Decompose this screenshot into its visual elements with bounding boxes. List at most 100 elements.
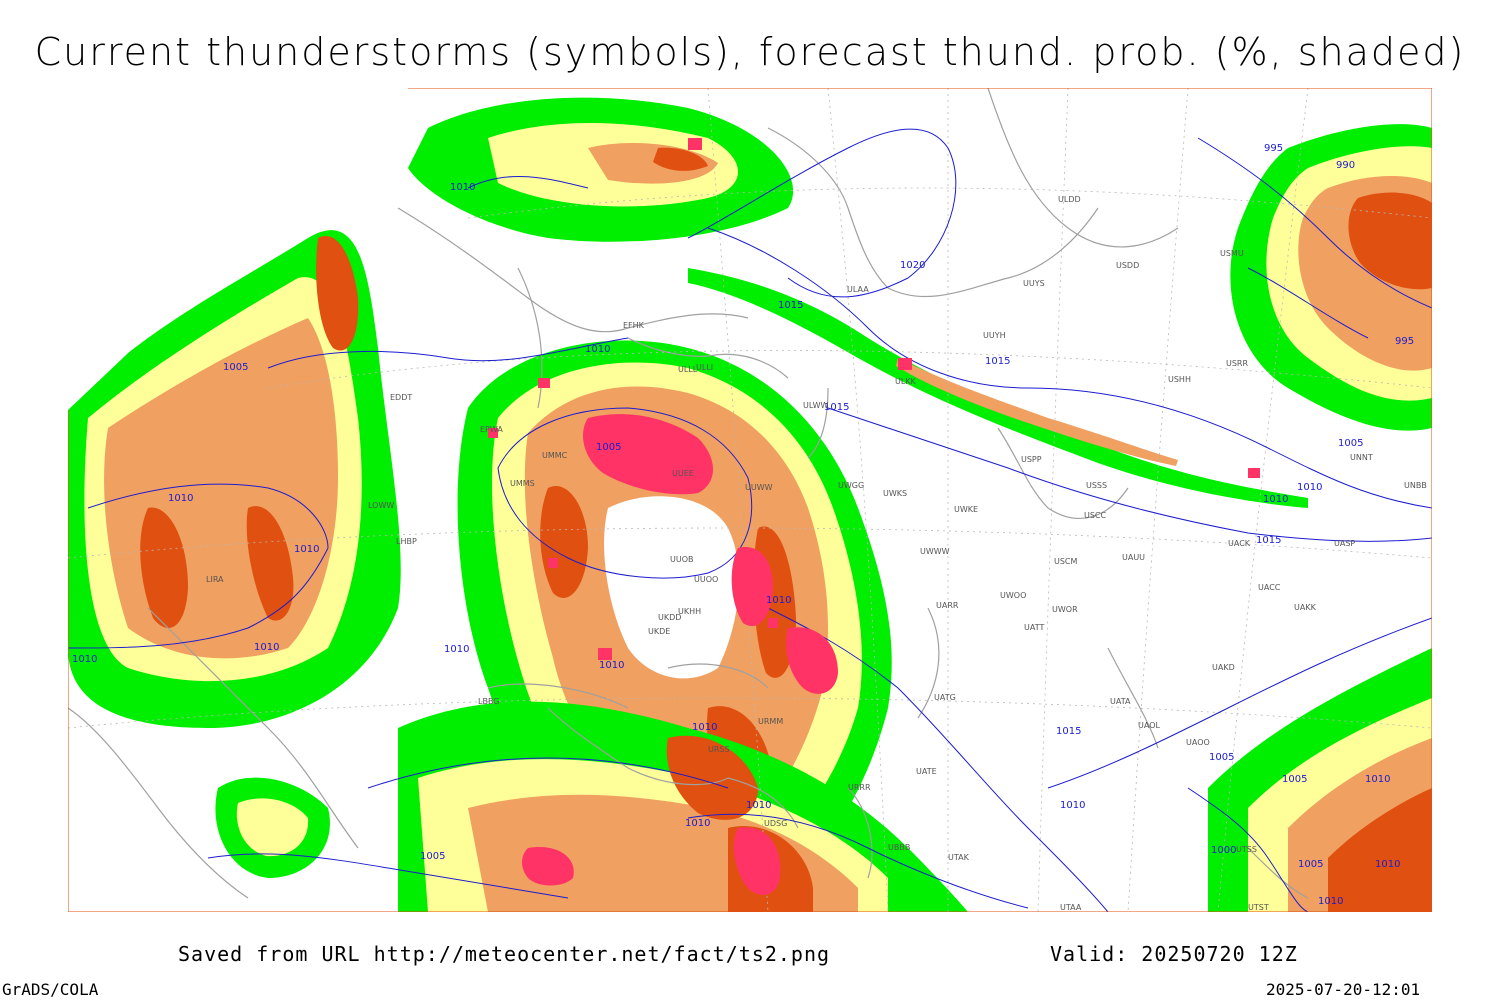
- station-label: UTST: [1248, 903, 1269, 912]
- station-label: UUOB: [670, 555, 694, 564]
- isobar-label: 1010: [1263, 494, 1288, 505]
- station-label: USCC: [1084, 511, 1107, 520]
- station-label: UUYH: [983, 331, 1006, 340]
- station-label: UWWW: [920, 547, 950, 556]
- station-label: UACC: [1258, 583, 1281, 592]
- isobar-label: 1015: [824, 402, 849, 413]
- storm-cluster-south-central: [731, 547, 773, 627]
- isobar-label: 1010: [444, 644, 469, 655]
- isobar-label: 1010: [692, 722, 717, 733]
- isobar-label: 995: [1264, 143, 1283, 154]
- station-label: URRR: [848, 783, 871, 792]
- isobar-labels: 995 990 995 1020 1015 1015 1015 1010 100…: [72, 143, 1414, 907]
- station-label: UASP: [1334, 539, 1355, 548]
- isobar-label: 1010: [1297, 482, 1322, 493]
- isobar-label: 1020: [900, 260, 925, 271]
- station-label: UATE: [916, 767, 937, 776]
- station-label: UAKK: [1294, 603, 1317, 612]
- storm-cluster-southeast: [733, 827, 781, 896]
- station-label: UMMS: [510, 479, 535, 488]
- station-label: USMU: [1220, 249, 1244, 258]
- station-label: ULKK: [895, 377, 917, 386]
- shading-region-siberia: [688, 268, 1308, 508]
- station-label: USCM: [1054, 557, 1078, 566]
- isobar-label: 1010: [1375, 859, 1400, 870]
- station-label: UTSS: [1236, 845, 1257, 854]
- isobar-label: 1015: [1056, 726, 1081, 737]
- isobar-label: 1010: [685, 818, 710, 829]
- isobar-label: 1010: [168, 493, 193, 504]
- isobar-label: 1005: [420, 851, 445, 862]
- isobar-label: 995: [1395, 336, 1414, 347]
- station-label: UWOO: [1000, 591, 1026, 600]
- isobar-label: 1010: [450, 182, 475, 193]
- station-label: LIRA: [206, 575, 224, 584]
- station-label: UWOR: [1052, 605, 1078, 614]
- isobars: [68, 128, 1432, 912]
- station-label: UUWW: [745, 483, 773, 492]
- station-label: ULDD: [1058, 195, 1081, 204]
- isobar-label: 1005: [596, 442, 621, 453]
- station-label: UUYS: [1023, 279, 1045, 288]
- weather-map: 995 990 995 1020 1015 1015 1015 1010 100…: [68, 88, 1432, 912]
- station-label: UNNT: [1350, 453, 1373, 462]
- station-label: UKDE: [648, 627, 670, 636]
- isobar-label: 1015: [1256, 535, 1281, 546]
- generated-timestamp: 2025-07-20-12:01: [1266, 980, 1421, 999]
- station-label: UACK: [1228, 539, 1251, 548]
- station-label: LBBG: [478, 697, 500, 706]
- station-label: UAOL: [1138, 721, 1160, 730]
- isobar-label: 1005: [1282, 774, 1307, 785]
- station-label: UAOO: [1186, 738, 1210, 747]
- station-label: UNBB: [1404, 481, 1427, 490]
- station-label: UATG: [934, 693, 956, 702]
- station-label: ULLL: [678, 365, 698, 374]
- valid-time-text: Valid: 20250720 12Z: [1050, 942, 1298, 966]
- station-label: UUOO: [694, 575, 718, 584]
- station-label: ULLI: [696, 363, 713, 372]
- station-label: ULWW: [803, 401, 828, 410]
- station-label: LOWW: [368, 501, 394, 510]
- graticule: [68, 88, 1432, 912]
- station-label: UKHH: [678, 607, 701, 616]
- station-label: UATA: [1110, 697, 1131, 706]
- isobar-label: 1010: [1365, 774, 1390, 785]
- station-label: UTAK: [948, 853, 970, 862]
- station-label: UARR: [936, 601, 959, 610]
- isobar-label: 1005: [223, 362, 248, 373]
- isobar-label: 1005: [1209, 752, 1234, 763]
- map-title: Current thunderstorms (symbols), forecas…: [34, 30, 1466, 74]
- map-canvas: 995 990 995 1020 1015 1015 1015 1010 100…: [68, 88, 1432, 912]
- storm-cluster-central: [583, 414, 713, 495]
- isobar-label: 1015: [985, 356, 1010, 367]
- storm-cluster-east: [786, 627, 838, 694]
- isobar-label: 1010: [294, 544, 319, 555]
- isobar-label: 1010: [72, 654, 97, 665]
- station-label: USDD: [1116, 261, 1139, 270]
- station-label: UAUU: [1122, 553, 1145, 562]
- station-label: UTAA: [1060, 903, 1082, 912]
- isobar-label: 1000: [1211, 845, 1236, 856]
- isobar-label: 1010: [254, 642, 279, 653]
- source-url-text: Saved from URL http://meteocenter.net/fa…: [178, 942, 831, 966]
- station-label: UATT: [1024, 623, 1044, 632]
- station-label: UWKS: [883, 489, 907, 498]
- isobar-label: 1015: [778, 300, 803, 311]
- isobar-label: 1010: [746, 800, 771, 811]
- isobar-label: 1005: [1298, 859, 1323, 870]
- station-label: UAKD: [1212, 663, 1235, 672]
- station-label: EPWA: [480, 425, 503, 434]
- station-label: EFHK: [623, 321, 645, 330]
- station-label: URMM: [758, 717, 783, 726]
- station-label: USRR: [1226, 359, 1248, 368]
- coastlines: [68, 88, 1309, 899]
- station-label: USHH: [1168, 375, 1191, 384]
- station-label: LHBP: [396, 537, 417, 546]
- station-label: USSS: [1086, 481, 1107, 490]
- software-credit: GrADS/COLA: [2, 980, 99, 999]
- isobar-label: 1010: [766, 595, 791, 606]
- station-label: UDSG: [764, 819, 787, 828]
- station-label: EDDT: [390, 393, 412, 402]
- station-label: UWGG: [838, 481, 864, 490]
- station-label: ULAA: [847, 285, 869, 294]
